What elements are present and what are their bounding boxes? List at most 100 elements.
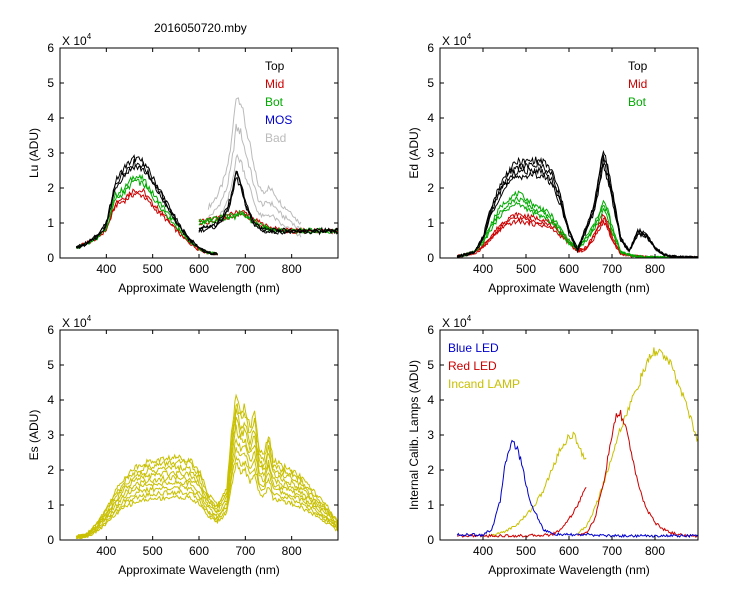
y-tick-label: 1	[427, 216, 434, 230]
y-axis-label: Es (ADU)	[27, 410, 41, 461]
scale-factor-label: X 104	[62, 314, 92, 330]
y-tick-label: 1	[47, 216, 54, 230]
x-tick-label: 400	[473, 544, 493, 558]
x-tick-label: 600	[189, 544, 209, 558]
y-tick-label: 4	[427, 111, 434, 125]
y-axis-label: Internal Calib. Lamps (ADU)	[407, 360, 421, 510]
x-tick-label: 700	[602, 262, 622, 276]
y-tick-label: 6	[47, 41, 54, 55]
y-tick-label: 1	[47, 498, 54, 512]
scale-factor-label: X 104	[62, 32, 92, 48]
y-tick-label: 0	[427, 533, 434, 547]
y-tick-label: 5	[47, 76, 54, 90]
scale-base: X 10	[62, 316, 87, 330]
series-group	[75, 393, 338, 540]
y-tick-label: 0	[47, 251, 54, 265]
y-tick-label: 6	[427, 41, 434, 55]
x-tick-label: 800	[645, 544, 665, 558]
series-line-bad	[207, 153, 302, 238]
legend-entry: Incand LAMP	[448, 377, 520, 391]
y-axis-label: Ed (ADU)	[407, 127, 421, 178]
series-line-blue-led	[456, 439, 698, 539]
scale-factor-label: X 104	[442, 314, 472, 330]
series-line-bad	[207, 97, 302, 226]
x-axis-label: Approximate Wavelength (nm)	[488, 563, 650, 577]
scale-factor-label: X 104	[442, 32, 472, 48]
legend-entry: Bad	[265, 131, 286, 145]
y-tick-label: 4	[47, 393, 54, 407]
scale-exponent: 4	[467, 32, 472, 41]
series-line-incand-lamp	[491, 431, 587, 537]
y-tick-label: 5	[427, 358, 434, 372]
legend-entry: MOS	[265, 113, 292, 127]
scale-base: X 10	[442, 34, 467, 48]
series-line-top	[198, 176, 338, 236]
legend-entry: Bot	[628, 95, 647, 109]
y-tick-label: 0	[47, 533, 54, 547]
axes-frame	[59, 47, 339, 259]
y-tick-label: 3	[47, 146, 54, 160]
series-line-top	[198, 170, 338, 234]
x-tick-label: 500	[143, 544, 163, 558]
chart-title: 2016050720.mby	[154, 21, 247, 35]
y-tick-label: 4	[47, 111, 54, 125]
series-line-red-led	[457, 486, 587, 539]
legend-entry: Mid	[628, 77, 647, 91]
scale-base: X 10	[62, 34, 87, 48]
legend-entry: Blue LED	[448, 341, 499, 355]
x-tick-label: 800	[645, 262, 665, 276]
x-tick-label: 500	[516, 544, 536, 558]
y-tick-label: 0	[427, 251, 434, 265]
y-tick-label: 6	[427, 323, 434, 337]
y-axis-label: Lu (ADU)	[27, 128, 41, 178]
y-tick-label: 5	[47, 358, 54, 372]
series-line-top	[457, 153, 698, 258]
x-axis-label: Approximate Wavelength (nm)	[488, 281, 650, 295]
x-tick-label: 400	[96, 262, 116, 276]
series-line-es	[75, 437, 338, 539]
legend-entry: Bot	[265, 95, 284, 109]
y-tick-label: 2	[427, 181, 434, 195]
y-tick-label: 3	[47, 428, 54, 442]
series-line-es	[75, 408, 338, 538]
x-tick-label: 600	[189, 262, 209, 276]
series-line-top	[76, 164, 218, 256]
scale-base: X 10	[442, 316, 467, 330]
legend-entry: Top	[265, 59, 285, 73]
y-tick-label: 2	[47, 463, 54, 477]
y-tick-label: 3	[427, 428, 434, 442]
x-tick-label: 600	[559, 262, 579, 276]
series-group	[75, 97, 338, 256]
x-tick-label: 500	[516, 262, 536, 276]
y-tick-label: 4	[427, 393, 434, 407]
series-line-es	[75, 402, 338, 539]
x-tick-label: 700	[235, 262, 255, 276]
series-line-top	[456, 163, 698, 258]
y-tick-label: 1	[427, 498, 434, 512]
x-tick-label: 700	[602, 544, 622, 558]
axes-frame	[59, 329, 339, 541]
series-line-es	[76, 454, 338, 540]
series-line-es	[76, 416, 338, 538]
y-tick-label: 6	[47, 323, 54, 337]
scale-exponent: 4	[87, 314, 92, 323]
legend-entry: Red LED	[448, 359, 497, 373]
y-tick-label: 2	[427, 463, 434, 477]
x-tick-label: 400	[473, 262, 493, 276]
series-group	[456, 347, 698, 539]
y-tick-label: 3	[427, 146, 434, 160]
x-tick-label: 400	[96, 544, 116, 558]
legend-entry: Top	[628, 59, 648, 73]
y-tick-label: 5	[427, 76, 434, 90]
series-line-es	[75, 461, 338, 540]
axes-frame	[439, 47, 699, 259]
legend-entry: Mid	[265, 77, 284, 91]
x-tick-label: 500	[143, 262, 163, 276]
y-tick-label: 2	[47, 181, 54, 195]
series-line-bot	[76, 178, 218, 256]
